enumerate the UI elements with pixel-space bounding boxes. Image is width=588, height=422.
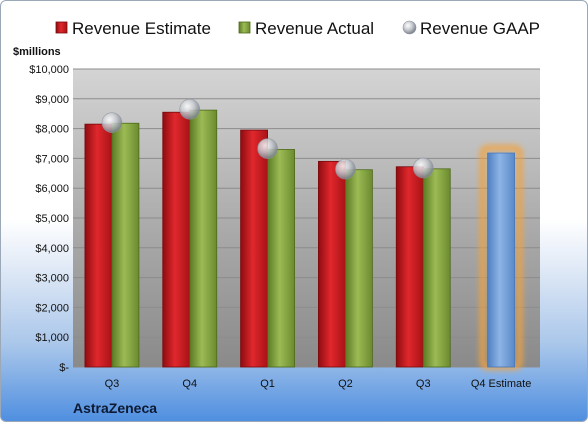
bar-revenue-estimate bbox=[240, 129, 268, 368]
gridlines bbox=[73, 68, 540, 368]
legend-swatch bbox=[402, 20, 417, 35]
y-tick-label: $2,000 bbox=[35, 302, 69, 314]
legend: Revenue Estimate Revenue Actual Revenue GA… bbox=[55, 19, 540, 38]
y-tick-label: $6,000 bbox=[35, 183, 69, 195]
y-tick-label: $8,000 bbox=[35, 124, 69, 136]
y-tick-label: $4,000 bbox=[35, 243, 69, 255]
bar-revenue-estimate bbox=[84, 123, 113, 368]
y-tick-label: $9,000 bbox=[35, 94, 69, 106]
legend-label: Revenue GAAP bbox=[420, 19, 540, 38]
legend-swatch bbox=[55, 21, 68, 34]
legend-label: Revenue Actual bbox=[255, 19, 374, 38]
legend-swatch bbox=[238, 21, 251, 34]
y-tick-label: $10,000 bbox=[29, 64, 69, 76]
y-tick-label: $1,000 bbox=[35, 332, 69, 344]
x-tick-label: Q1 bbox=[260, 378, 275, 390]
x-tick-label: Q4 bbox=[182, 378, 197, 390]
x-tick-label: Q4 Estimate bbox=[471, 378, 532, 390]
bar-revenue-actual bbox=[189, 109, 218, 368]
y-axis-label: $millions bbox=[13, 46, 61, 58]
bars bbox=[84, 98, 523, 370]
y-tick-label: $- bbox=[59, 362, 69, 374]
y-tick-label: $7,000 bbox=[35, 153, 69, 165]
bar-revenue-estimate bbox=[162, 111, 191, 368]
marker-revenue-gaap bbox=[179, 98, 201, 120]
x-tick-label: Q3 bbox=[416, 378, 431, 390]
bar-revenue-actual bbox=[111, 122, 140, 368]
bar-revenue-estimate bbox=[318, 160, 346, 368]
bar-revenue-actual bbox=[345, 169, 373, 368]
marker-revenue-gaap bbox=[335, 158, 356, 180]
y-tick-label: $5,000 bbox=[35, 213, 69, 225]
bar-revenue-actual bbox=[267, 149, 295, 368]
bar-forecast bbox=[487, 152, 515, 368]
x-axis-ticks: Q3 Q4 Q1 Q2 Q3 Q4 Estimate bbox=[105, 378, 532, 390]
bar-revenue-actual bbox=[422, 168, 451, 368]
y-tick-label: $3,000 bbox=[35, 273, 69, 285]
marker-revenue-gaap bbox=[257, 138, 278, 159]
company-name: AstraZeneca bbox=[73, 400, 157, 416]
marker-revenue-gaap bbox=[101, 112, 123, 133]
x-tick-label: Q2 bbox=[338, 378, 353, 390]
marker-revenue-gaap bbox=[412, 157, 434, 179]
y-axis-ticks: $- $1,000 $2,000 $3,000 $4,000 $5,000 $6,000 $7… bbox=[29, 64, 69, 374]
bar-revenue-estimate bbox=[395, 166, 424, 368]
x-tick-label: Q3 bbox=[105, 378, 120, 390]
legend-label: Revenue Estimate bbox=[72, 19, 211, 38]
